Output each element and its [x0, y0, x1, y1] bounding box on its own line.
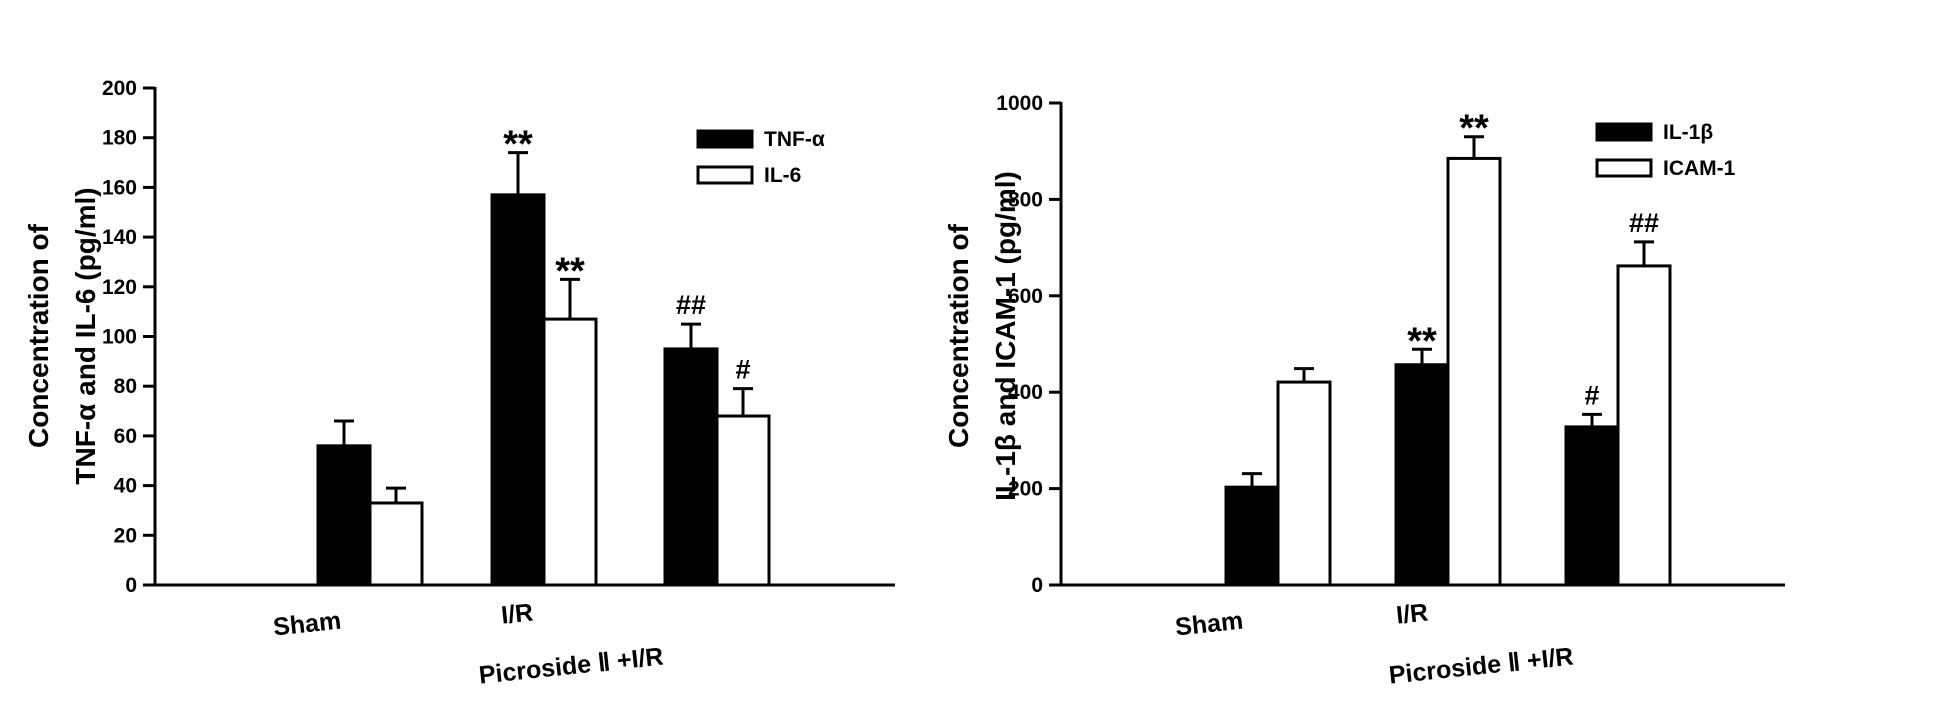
bar-TNF-α-Picroside Ⅱ +I/R — [663, 347, 719, 587]
y-tick-label: 800 — [1008, 188, 1043, 211]
bar-TNF-α-Sham — [316, 444, 372, 587]
y-tick-label: 80 — [114, 375, 137, 398]
chart-left: 0 20 40 60 80 100 120 140 160 180 200 Concentration… — [23, 77, 895, 690]
significance-label: ** — [1407, 320, 1437, 362]
significance-label: # — [1584, 380, 1599, 410]
bar-TNF-α-I/R — [490, 193, 546, 587]
bar-IL-1β-I/R — [1394, 363, 1450, 587]
y-tick-label: 1000 — [996, 92, 1043, 115]
bar-IL-6-I/R — [542, 317, 598, 587]
significance-label: ** — [1459, 108, 1489, 150]
bar-IL-1β-Picroside Ⅱ +I/R — [1564, 425, 1620, 587]
y-tick-label: 0 — [125, 574, 137, 597]
bar-IL-6-Sham — [368, 501, 424, 587]
y-axis-label: Concentration of — [23, 223, 54, 448]
bar-IL-1β-Sham — [1224, 485, 1280, 587]
y-tick-label: 140 — [102, 226, 137, 249]
legend-label: ICAM-1 — [1663, 157, 1736, 180]
y-tick-label: 60 — [114, 425, 137, 448]
x-category-label: Picroside Ⅱ +I/R — [1388, 642, 1575, 689]
legend-swatch — [696, 129, 754, 149]
y-axis-label: TNF-α and IL-6 (pg/ml) — [70, 187, 101, 484]
significance-label: ** — [555, 250, 585, 292]
y-tick-label: 40 — [114, 475, 137, 498]
bar-ICAM-1-Sham — [1276, 380, 1332, 587]
y-tick-label: 100 — [102, 326, 137, 349]
y-tick-label: 20 — [114, 524, 137, 547]
y-axis-label: Concentration of — [943, 223, 974, 448]
legend-swatch — [1595, 122, 1653, 142]
y-tick-label: 200 — [102, 77, 137, 100]
x-category-label: I/R — [1395, 598, 1430, 629]
x-category-label: I/R — [500, 598, 535, 629]
bar-IL-6-Picroside Ⅱ +I/R — [715, 414, 771, 587]
legend-label: IL-6 — [764, 164, 801, 187]
y-tick-label: 200 — [1008, 478, 1043, 501]
y-tick-label: 600 — [1008, 285, 1043, 308]
significance-label: ** — [503, 124, 533, 166]
x-category-label: Sham — [1174, 607, 1245, 642]
x-category-label: Picroside Ⅱ +I/R — [478, 642, 665, 689]
legend-swatch — [1595, 158, 1653, 178]
chart-right: 0 200 400 600 800 1000 Concentration of IL-1β a… — [943, 92, 1785, 690]
significance-label: ## — [676, 290, 706, 320]
x-category-label: Sham — [272, 607, 343, 642]
bar-ICAM-1-Picroside Ⅱ +I/R — [1616, 264, 1672, 587]
legend-label: TNF-α — [764, 128, 825, 151]
legend-label: IL-1β — [1663, 121, 1713, 144]
y-axis-label: IL-1β and ICAM-1 (pg/ml) — [990, 171, 1021, 501]
y-tick-label: 400 — [1008, 381, 1043, 404]
y-tick-label: 0 — [1031, 574, 1043, 597]
y-tick-label: 120 — [102, 276, 137, 299]
y-tick-label: 180 — [102, 127, 137, 150]
significance-label: # — [735, 355, 750, 385]
y-tick-label: 160 — [102, 176, 137, 199]
significance-label: ## — [1629, 208, 1659, 238]
bar-ICAM-1-I/R — [1446, 156, 1502, 587]
legend-swatch — [696, 165, 754, 185]
